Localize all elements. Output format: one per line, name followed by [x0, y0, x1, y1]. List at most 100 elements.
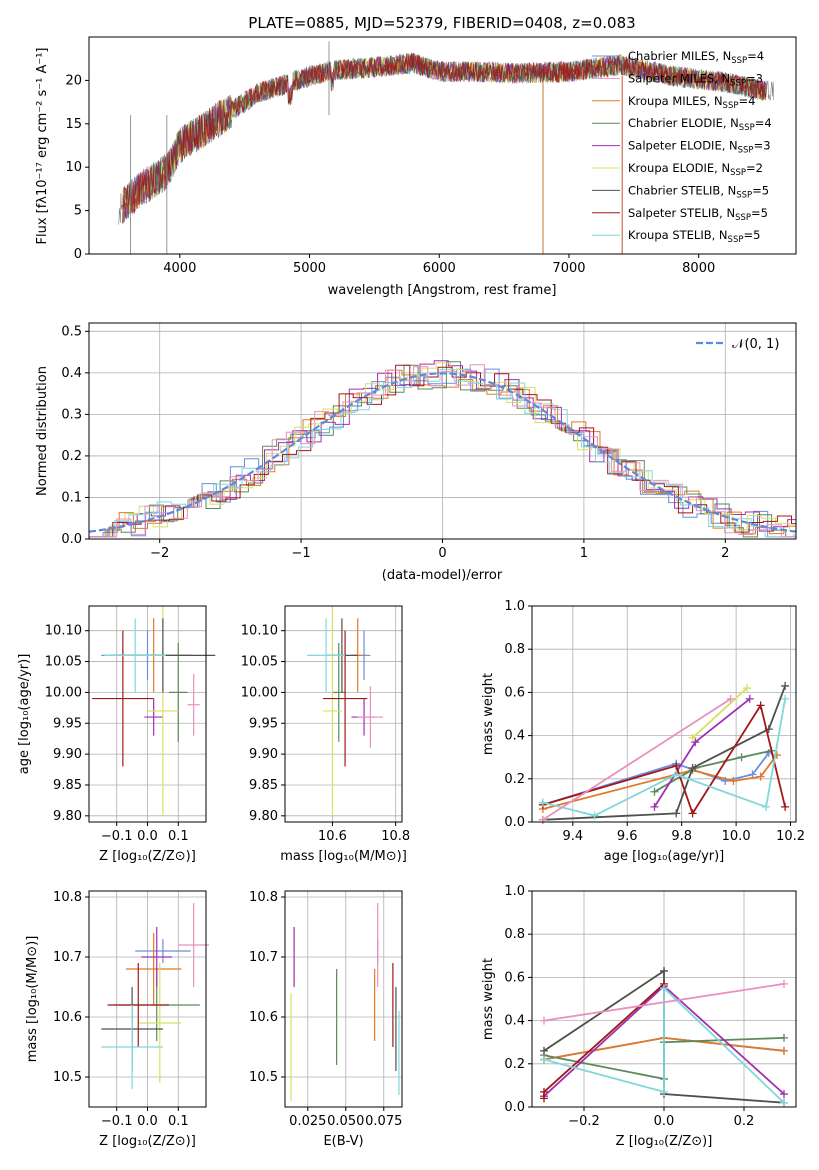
ytick-label: 10.8	[53, 890, 82, 905]
histogram-ytick-label: 0.3	[61, 407, 82, 422]
spectrum-ylabel: Flux [fλ10⁻¹⁷ erg cm⁻² s⁻¹ A⁻¹]	[35, 48, 50, 245]
spectrum-legend-label: Kroupa STELIB, NSSP=5	[628, 228, 760, 245]
ytick-label: 0.6	[504, 970, 525, 985]
spectrum-title: PLATE=0885, MJD=52379, FIBERID=0408, z=0…	[248, 14, 635, 32]
spectrum-ytick-label: 5	[74, 204, 82, 219]
histogram-ytick-label: 0.1	[61, 490, 82, 505]
series-marker	[540, 1087, 548, 1096]
axes-frame	[284, 890, 403, 1108]
series-marker	[756, 701, 765, 710]
histogram-step-line	[89, 364, 796, 538]
series-marker	[672, 809, 681, 818]
residual-histogram-panel: −2 −1 0 1 2 0.0 0.1 0.2 0.3 0.4 0.5 𝒩(0, 1) (data-…	[35, 322, 797, 583]
ytick-label: 10.10	[241, 624, 278, 639]
series-marker	[660, 1087, 668, 1096]
spectrum-legend-label: Salpeter MILES, NSSP=3	[628, 71, 763, 88]
normal-legend-label: 𝒩(0, 1)	[732, 337, 779, 352]
ytick-label: 0.4	[504, 1014, 525, 1029]
series-marker	[540, 1016, 548, 1025]
axes-frame	[284, 605, 403, 823]
ytick-label: 10.7	[249, 950, 278, 965]
mass-vs-metallicity-panel: −0.1 0.0 0.1 10.5 10.6 10.7 10.8 Z [log₁₀(Z/Z⊙)…	[25, 890, 210, 1149]
series-line	[542, 698, 732, 821]
xtick-label: −0.1	[101, 829, 133, 844]
series-marker	[781, 694, 790, 703]
series-marker	[660, 966, 668, 975]
ytick-label: 9.90	[249, 747, 278, 762]
series-marker	[650, 787, 659, 796]
series-marker	[756, 772, 765, 781]
series-marker	[540, 1046, 548, 1055]
xtick-label: 0.0	[137, 829, 158, 844]
xtick-label: 0.075	[365, 1114, 402, 1129]
normal-curve	[88, 372, 797, 533]
spectrum-xtick-label: 7000	[552, 261, 585, 276]
histogram-step-line	[89, 368, 796, 538]
ytick-label: 0.4	[504, 729, 525, 744]
series-marker	[743, 684, 752, 693]
series-marker	[691, 738, 700, 747]
spectrum-ytick-label: 20	[65, 73, 82, 88]
ytick-label: 10.05	[241, 655, 278, 670]
series-marker	[780, 1046, 788, 1055]
histogram-step-line	[89, 368, 796, 538]
axis-xlabel: E(B-V)	[323, 1134, 363, 1149]
spectrum-xtick-label: 6000	[423, 261, 456, 276]
xtick-label: 9.8	[671, 829, 692, 844]
ytick-label: 10.6	[249, 1010, 278, 1025]
spectrum-legend-label: Salpeter ELODIE, NSSP=3	[628, 139, 771, 156]
histogram-xlabel: (data-model)/error	[382, 568, 503, 583]
spectrum-ytick-label: 10	[65, 160, 82, 175]
series-marker	[737, 753, 746, 762]
xtick-label: 0.0	[654, 1114, 675, 1129]
ytick-label: 0.8	[504, 642, 525, 657]
ytick-label: 10.5	[249, 1070, 278, 1085]
axis-xlabel: Z [log₁₀(Z/Z⊙)]	[616, 1134, 713, 1149]
histogram-ytick-label: 0.4	[61, 366, 82, 381]
histogram-xtick-label: −2	[150, 546, 169, 561]
series-marker	[650, 802, 659, 811]
ytick-label: 1.0	[504, 884, 525, 899]
histogram-ytick-label: 0.5	[61, 324, 82, 339]
series-marker	[780, 979, 788, 988]
spectrum-xtick-label: 8000	[682, 261, 715, 276]
series-line	[691, 687, 748, 739]
ytick-label: 9.90	[53, 747, 82, 762]
ytick-label: 9.85	[249, 778, 278, 793]
ytick-label: 10.05	[45, 655, 82, 670]
series-marker	[538, 815, 547, 824]
ytick-label: 10.00	[241, 685, 278, 700]
spectrum-legend-label: Chabrier ELODIE, NSSP=4	[628, 116, 772, 133]
spectrum-xtick-label: 5000	[293, 261, 326, 276]
ytick-label: 10.10	[45, 624, 82, 639]
ytick-label: 0.8	[504, 927, 525, 942]
axis-ylabel: age [log₁₀(age/yr)]	[17, 654, 32, 775]
xtick-label: 0.1	[168, 829, 189, 844]
axis-xlabel: Z [log₁₀(Z/Z⊙)]	[99, 1134, 196, 1149]
ytick-label: 10.00	[45, 685, 82, 700]
axis-ylabel: mass weight	[481, 958, 496, 1040]
xtick-label: 0.1	[168, 1114, 189, 1129]
xtick-label: 9.6	[617, 829, 638, 844]
ytick-label: 9.95	[53, 716, 82, 731]
spectrum-xtick-label: 4000	[163, 261, 196, 276]
histogram-xtick-label: 2	[721, 546, 729, 561]
ytick-label: 9.80	[53, 809, 82, 824]
series-line	[543, 983, 785, 1022]
axis-xlabel: mass [log₁₀(M/M⊙)]	[280, 849, 407, 864]
series-marker	[688, 809, 697, 818]
xtick-label: 0.050	[327, 1114, 364, 1129]
xtick-label: 0.2	[734, 1114, 755, 1129]
axis-xlabel: Z [log₁₀(Z/Z⊙)]	[99, 849, 196, 864]
ytick-label: 9.95	[249, 716, 278, 731]
axis-ylabel: mass [log₁₀(M/M⊙)]	[25, 936, 40, 1063]
histogram-xtick-label: −1	[292, 546, 311, 561]
xtick-label: 10.6	[318, 829, 347, 844]
ytick-label: 0.0	[504, 815, 525, 830]
mass-vs-ebv-panel: 0.025 0.050 0.075 10.5 10.6 10.7 10.8 E(B-V)	[249, 890, 403, 1149]
histogram-xtick-label: 0	[438, 546, 446, 561]
spectrum-legend: Chabrier MILES, NSSP=4 Salpeter MILES, NS…	[592, 49, 772, 245]
spectrum-legend-label: Chabrier MILES, NSSP=4	[628, 49, 764, 66]
xtick-label: −0.2	[568, 1114, 600, 1129]
